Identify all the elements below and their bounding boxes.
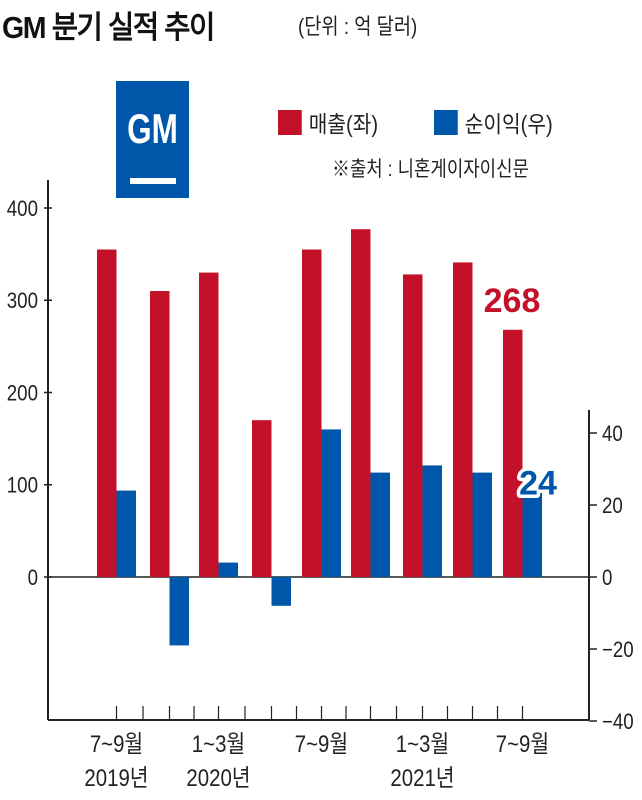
revenue-bar	[403, 274, 423, 577]
legend-label-revenue: 매출(좌)	[308, 111, 379, 137]
legend-label-profit: 순이익(우)	[464, 111, 553, 137]
right-tick-label: 20	[602, 495, 623, 519]
legend-revenue: 매출(좌)	[278, 105, 378, 139]
right-tick-label: −40	[602, 711, 634, 735]
right-tick-label: −20	[602, 639, 634, 663]
profit-bar	[116, 490, 136, 577]
right-tick-label: 40	[602, 423, 623, 447]
profit-bar	[321, 429, 341, 577]
revenue-bar	[252, 420, 272, 577]
left-tick-label: 400	[7, 198, 38, 222]
profit-bar	[271, 577, 291, 606]
left-tick-label: 200	[7, 382, 38, 406]
x-tick-label: 7~9월	[90, 730, 143, 757]
legend-swatch-profit	[434, 109, 458, 135]
x-tick-label-year: 2020년	[186, 764, 250, 791]
x-tick-label: 7~9월	[295, 730, 348, 757]
profit-bar	[370, 472, 390, 577]
gm-logo: GM	[116, 81, 189, 198]
data-label-revenue: 268	[484, 282, 541, 320]
x-tick-label: 1~3월	[396, 730, 449, 757]
profit-bar	[169, 577, 189, 646]
data-label-profit: 24	[519, 465, 557, 503]
profit-bar	[422, 465, 442, 577]
legend-swatch-revenue	[278, 109, 302, 135]
right-tick-label: 0	[602, 567, 612, 591]
revenue-bar	[453, 262, 473, 577]
revenue-bar	[97, 249, 117, 577]
legend-profit: 순이익(우)	[434, 105, 553, 139]
revenue-bar	[351, 229, 371, 577]
left-tick-label: 300	[7, 290, 38, 314]
x-tick-label-year: 2019년	[84, 764, 148, 791]
left-tick-label: 0	[28, 567, 38, 591]
unit-label: (단위 : 억 달러)	[298, 14, 418, 39]
profit-bar	[522, 490, 542, 577]
source-note: ※출처 : 니혼게이자이신문	[332, 158, 529, 181]
x-tick-label: 7~9월	[496, 730, 549, 757]
x-tick-label-year: 2021년	[390, 764, 454, 791]
revenue-bar	[503, 329, 523, 577]
left-tick-label: 100	[7, 474, 38, 498]
revenue-bar	[199, 272, 219, 577]
revenue-bar	[302, 249, 322, 577]
chart-title: GM 분기 실적 추이	[2, 10, 215, 45]
profit-bar	[218, 562, 238, 577]
revenue-bar	[150, 291, 170, 577]
profit-bar	[472, 472, 492, 577]
x-tick-label: 1~3월	[192, 730, 245, 757]
